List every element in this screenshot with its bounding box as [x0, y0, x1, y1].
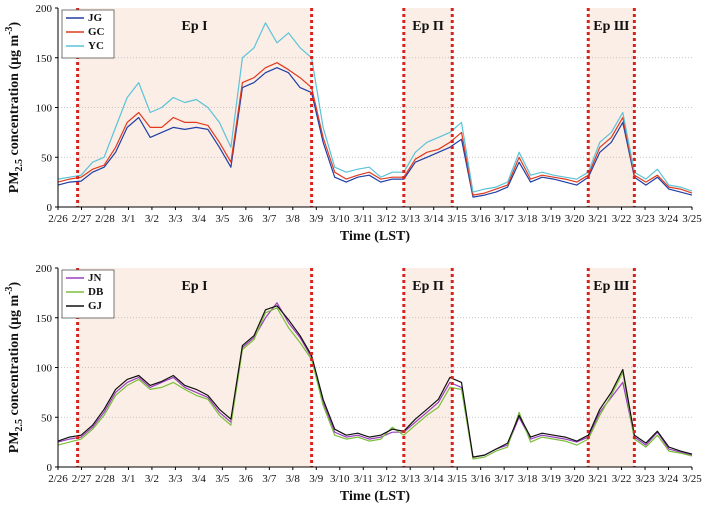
x-tick-label-16: 3/14 — [424, 213, 444, 225]
x-tick-label-8: 3/6 — [239, 213, 254, 225]
x-tick-label-8: 3/6 — [239, 473, 254, 485]
x-tick-label-25: 3/23 — [635, 213, 655, 225]
x-tick-label-24: 3/22 — [612, 213, 632, 225]
x-tick-label-7: 3/5 — [215, 213, 230, 225]
x-tick-label-6: 3/4 — [192, 473, 207, 485]
x-tick-label-17: 3/15 — [447, 213, 467, 225]
y-axis-title: PM2.5 concentration (μg m-3) — [4, 281, 25, 453]
series-line-gj — [57, 305, 693, 458]
episode-label-1: Ep I — [182, 19, 208, 34]
series-line-gc — [57, 62, 693, 196]
legend-label-gc: GC — [88, 26, 105, 38]
episode-band-2 — [403, 8, 453, 207]
episode-label-3: Ep Ш — [593, 19, 630, 34]
x-tick-label-13: 3/11 — [354, 473, 373, 485]
episode-label-3: Ep Ш — [593, 279, 630, 294]
y-tick-label-2: 100 — [36, 363, 53, 375]
y-tick-label-3: 150 — [36, 313, 53, 325]
x-tick-label-21: 3/19 — [541, 213, 561, 225]
y-tick-label-2: 100 — [36, 103, 53, 115]
episode-band-2 — [403, 268, 453, 467]
x-tick-label-4: 3/2 — [145, 473, 159, 485]
y-tick-label-0: 0 — [47, 202, 53, 214]
x-tick-label-2: 2/28 — [95, 473, 115, 485]
x-tick-label-2: 2/28 — [95, 213, 115, 225]
x-tick-label-14: 3/12 — [377, 213, 397, 225]
series-line-jg — [57, 67, 693, 198]
series-line-yc — [57, 22, 693, 193]
x-tick-label-5: 3/3 — [168, 473, 183, 485]
legend-label-db: DB — [88, 286, 104, 298]
x-axis-title: Time (LST) — [340, 489, 410, 504]
x-tick-label-15: 3/13 — [400, 473, 420, 485]
x-tick-label-20: 3/18 — [518, 213, 538, 225]
x-tick-label-27: 3/25 — [682, 473, 702, 485]
x-tick-label-27: 3/25 — [682, 213, 702, 225]
x-tick-label-20: 3/18 — [518, 473, 538, 485]
x-axis-title: Time (LST) — [340, 229, 410, 244]
x-tick-label-12: 3/10 — [330, 473, 350, 485]
x-tick-label-11: 3/9 — [309, 473, 324, 485]
x-tick-label-10: 3/8 — [286, 213, 301, 225]
x-tick-label-4: 3/2 — [145, 213, 159, 225]
y-tick-label-1: 50 — [41, 152, 53, 164]
x-tick-label-24: 3/22 — [612, 473, 632, 485]
x-tick-label-22: 3/20 — [565, 473, 585, 485]
x-tick-label-9: 3/7 — [262, 473, 277, 485]
x-tick-label-7: 3/5 — [215, 473, 230, 485]
x-tick-label-3: 3/1 — [121, 473, 135, 485]
x-tick-label-6: 3/4 — [192, 213, 207, 225]
x-tick-label-25: 3/23 — [635, 473, 655, 485]
y-tick-label-4: 200 — [36, 263, 53, 275]
x-tick-label-9: 3/7 — [262, 213, 277, 225]
x-tick-label-12: 3/10 — [330, 213, 350, 225]
x-tick-label-13: 3/11 — [354, 213, 373, 225]
y-tick-label-1: 50 — [41, 412, 53, 424]
x-tick-label-14: 3/12 — [377, 473, 397, 485]
episode-label-2: Ep П — [412, 19, 444, 34]
x-tick-label-5: 3/3 — [168, 213, 183, 225]
x-tick-label-21: 3/19 — [541, 473, 561, 485]
x-tick-label-18: 3/16 — [471, 213, 491, 225]
legend-label-yc: YC — [88, 40, 104, 52]
x-tick-label-26: 3/24 — [659, 473, 679, 485]
x-tick-label-19: 3/17 — [494, 213, 514, 225]
y-tick-label-3: 150 — [36, 53, 53, 65]
episode-band-1 — [77, 268, 312, 467]
x-tick-label-17: 3/15 — [447, 473, 467, 485]
x-tick-label-22: 3/20 — [565, 213, 585, 225]
x-tick-label-18: 3/16 — [471, 473, 491, 485]
x-tick-label-26: 3/24 — [659, 213, 679, 225]
x-tick-label-3: 3/1 — [121, 213, 135, 225]
x-tick-label-10: 3/8 — [286, 473, 301, 485]
y-tick-label-4: 200 — [36, 3, 53, 15]
x-tick-label-1: 2/27 — [72, 213, 92, 225]
x-tick-label-15: 3/13 — [400, 213, 420, 225]
y-tick-label-0: 0 — [47, 462, 53, 474]
x-tick-label-1: 2/27 — [72, 473, 92, 485]
x-tick-label-0: 2/26 — [48, 473, 68, 485]
y-axis-title: PM2.5 concentration (μg m-3) — [4, 21, 25, 193]
x-tick-label-23: 3/21 — [588, 473, 608, 485]
x-tick-label-16: 3/14 — [424, 473, 444, 485]
x-tick-label-11: 3/9 — [309, 213, 324, 225]
episode-band-1 — [77, 8, 312, 207]
x-tick-label-23: 3/21 — [588, 213, 608, 225]
legend-label-jg: JG — [88, 12, 103, 24]
episode-label-1: Ep I — [182, 279, 208, 294]
legend-label-gj: GJ — [88, 300, 103, 312]
x-tick-label-19: 3/17 — [494, 473, 514, 485]
episode-label-2: Ep П — [412, 279, 444, 294]
x-tick-label-0: 2/26 — [48, 213, 68, 225]
legend-label-jn: JN — [88, 272, 102, 284]
series-line-jn — [57, 302, 693, 458]
series-line-db — [57, 307, 693, 460]
